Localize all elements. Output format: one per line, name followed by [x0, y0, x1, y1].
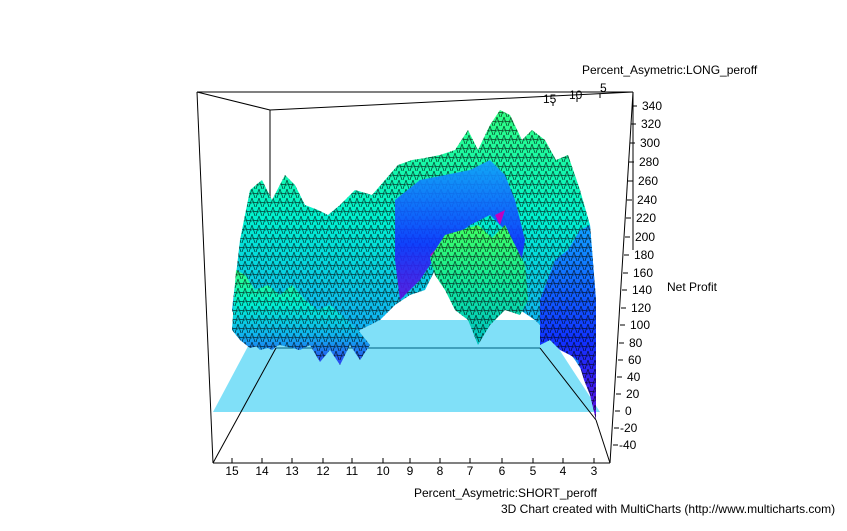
z-tick: 40	[627, 370, 641, 384]
bounding-box-front	[212, 91, 634, 464]
x-tick: 6	[498, 464, 506, 478]
z-tick: -20	[620, 421, 638, 435]
x-axis-ticks	[231, 458, 595, 463]
x-tick: 15	[225, 464, 239, 478]
z-tick: 20	[626, 387, 640, 401]
y-tick-10: 10	[569, 88, 583, 102]
z-tick: 180	[634, 248, 655, 262]
y-tick-15: 15	[543, 92, 557, 106]
z-tick: 240	[637, 193, 658, 207]
x-tick: 14	[255, 464, 269, 478]
y-tick-5: 5	[600, 81, 607, 95]
x-tick: 11	[345, 464, 359, 478]
z-tick: 0	[625, 404, 632, 418]
z-tick: 60	[628, 353, 642, 367]
x-tick: 7	[466, 464, 474, 478]
y-axis-ticks	[552, 94, 601, 106]
z-tick: 160	[633, 266, 654, 280]
x-tick: 8	[436, 464, 444, 478]
x-tick: 9	[406, 464, 414, 478]
z-tick: 280	[639, 155, 660, 169]
surface-trough	[395, 160, 525, 300]
z-tick: 260	[638, 174, 659, 188]
z-tick: 340	[642, 99, 663, 113]
z-tick: 200	[635, 230, 656, 244]
x-tick: 5	[529, 464, 537, 478]
x-tick: 13	[285, 464, 299, 478]
y-axis-title: Percent_Asymetric:LONG_peroff	[582, 63, 758, 77]
bounding-box-back	[196, 91, 634, 464]
z-tick: 140	[632, 283, 653, 297]
z-tick: 300	[640, 136, 661, 150]
z-axis-ticks	[613, 105, 637, 446]
z-tick: 80	[629, 336, 643, 350]
x-axis-title: Percent_Asymetric:SHORT_peroff	[414, 486, 597, 500]
z-tick: 320	[641, 117, 662, 131]
z-tick: -40	[619, 438, 637, 452]
x-tick: 4	[559, 464, 567, 478]
x-tick: 3	[590, 464, 598, 478]
z-tick: 100	[630, 318, 651, 332]
credit-footer: 3D Chart created with MultiCharts (http:…	[501, 502, 836, 516]
x-tick: 10	[376, 464, 390, 478]
z-tick: 120	[631, 301, 652, 315]
x-tick: 12	[316, 464, 330, 478]
z-axis-title: Net Profit	[667, 280, 718, 294]
z-tick: 220	[636, 211, 657, 225]
